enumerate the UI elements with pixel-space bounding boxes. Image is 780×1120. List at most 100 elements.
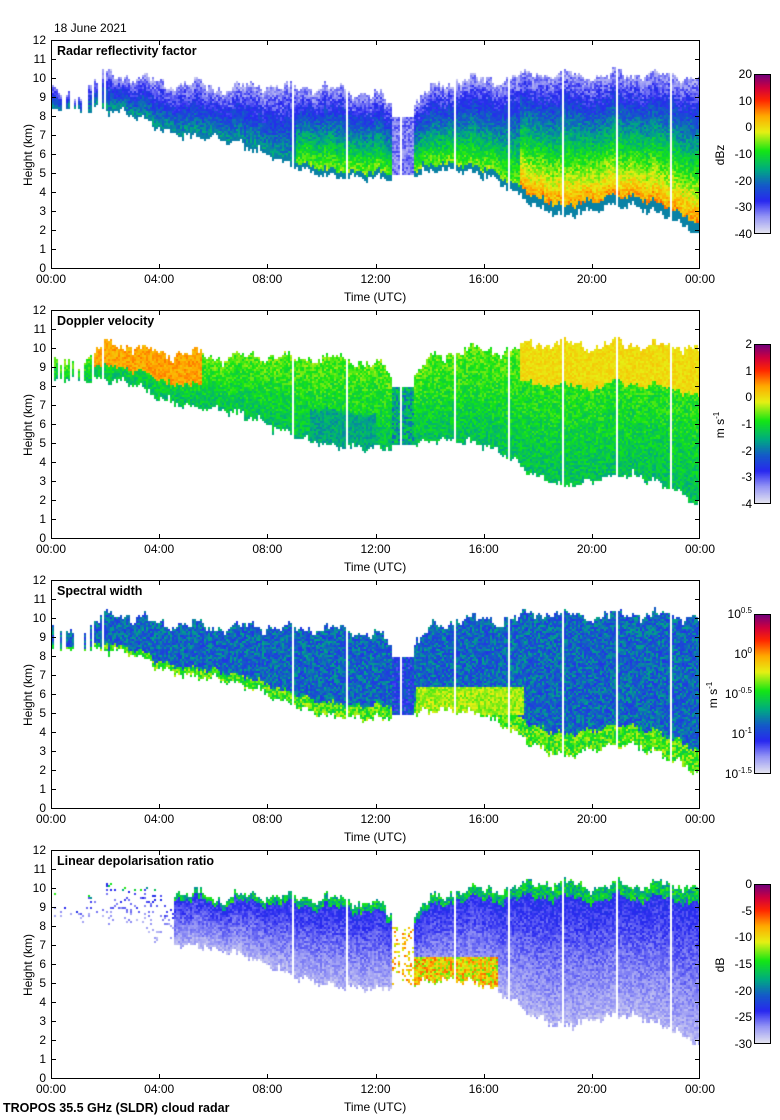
y-tick-label: 0 xyxy=(39,261,46,275)
x-tick-label: 20:00 xyxy=(576,1082,607,1096)
y-tick xyxy=(51,1002,56,1003)
chart-panel-velocity: Doppler velocity 0 1 2 3 4 5 6 7 8 9 10 11 12 00:00 04:… xyxy=(0,304,780,580)
y-tick-right xyxy=(695,983,700,984)
x-tick xyxy=(159,804,161,809)
colorbar-tick-label: -30 xyxy=(734,200,752,215)
y-tick-label: 12 xyxy=(32,843,46,857)
x-tick xyxy=(591,264,593,269)
x-tick-label: 16:00 xyxy=(468,272,499,286)
y-tick-right xyxy=(695,751,700,752)
x-tick-label: 08:00 xyxy=(252,272,283,286)
x-tick-label: 00:00 xyxy=(35,1082,67,1096)
colorbar-tick-label: -20 xyxy=(734,983,752,998)
x-tick-top xyxy=(483,310,485,315)
x-tick-top xyxy=(483,850,485,855)
y-tick xyxy=(51,405,56,406)
colorbar-tick-label: 100 xyxy=(734,646,752,661)
y-tick xyxy=(51,675,56,676)
y-tick-right xyxy=(695,599,700,600)
y-tick xyxy=(51,770,56,771)
x-tick xyxy=(483,1074,485,1079)
y-tick-label: 2 xyxy=(39,493,46,507)
y-tick xyxy=(51,462,56,463)
y-tick-label: 7 xyxy=(39,938,46,952)
x-tick-label: 00:00 xyxy=(684,812,716,826)
colorbar xyxy=(754,884,771,1044)
colorbar-tick-label: -40 xyxy=(734,227,752,241)
y-tick-label: 12 xyxy=(32,573,46,587)
y-axis-label: Height (km) xyxy=(21,124,35,187)
y-tick-right xyxy=(695,443,700,444)
x-tick xyxy=(267,264,269,269)
x-axis-label: Time (UTC) xyxy=(344,1100,407,1114)
y-tick-label: 11 xyxy=(33,52,46,66)
y-tick-right xyxy=(695,116,700,117)
y-tick xyxy=(51,97,56,98)
x-tick-top xyxy=(267,40,269,45)
y-tick-right xyxy=(695,789,700,790)
y-tick xyxy=(51,751,56,752)
colorbar-unit-label: m s-1 xyxy=(705,681,720,709)
y-tick-right xyxy=(695,732,700,733)
x-tick-top xyxy=(591,310,593,315)
x-tick-top xyxy=(375,40,377,45)
y-tick-label: 3 xyxy=(39,204,46,218)
y-tick xyxy=(51,618,56,619)
y-tick-right xyxy=(695,1021,700,1022)
y-tick-label: 4 xyxy=(39,185,46,199)
x-tick-top xyxy=(159,850,161,855)
x-tick-top xyxy=(483,40,485,45)
y-tick xyxy=(51,249,56,250)
x-tick-label: 00:00 xyxy=(684,272,716,286)
y-tick-label: 5 xyxy=(39,976,46,990)
x-tick-top xyxy=(483,580,485,585)
x-tick xyxy=(375,534,377,539)
colorbar-tick-label: 2 xyxy=(745,337,752,351)
y-tick-right xyxy=(695,462,700,463)
colorbar-tick-label: -30 xyxy=(734,1037,752,1051)
x-tick-label: 00:00 xyxy=(684,542,716,556)
y-tick xyxy=(51,599,56,600)
plot-frame xyxy=(51,40,700,269)
y-tick-right xyxy=(695,173,700,174)
colorbar-tick-label: 1 xyxy=(745,363,752,378)
y-tick xyxy=(51,519,56,520)
colorbar-tick-label: 0 xyxy=(745,877,752,891)
y-tick-right xyxy=(695,907,700,908)
x-tick-label: 12:00 xyxy=(360,1082,391,1096)
y-tick-label: 6 xyxy=(39,147,46,161)
y-tick-label: 4 xyxy=(39,725,46,739)
plot-frame xyxy=(51,850,700,1079)
y-tick-right xyxy=(695,675,700,676)
y-tick-right xyxy=(695,926,700,927)
x-tick-top xyxy=(591,40,593,45)
y-tick-label: 12 xyxy=(32,303,46,317)
y-tick xyxy=(51,329,56,330)
x-tick-label: 00:00 xyxy=(35,272,67,286)
x-tick xyxy=(591,534,593,539)
y-tick xyxy=(51,1021,56,1022)
y-tick-right xyxy=(695,329,700,330)
y-tick xyxy=(51,78,56,79)
x-tick-top xyxy=(267,580,269,585)
y-tick xyxy=(51,694,56,695)
x-tick-top xyxy=(267,310,269,315)
y-tick xyxy=(51,926,56,927)
y-tick-label: 11 xyxy=(33,862,46,876)
y-tick-label: 8 xyxy=(39,919,46,933)
y-tick-label: 6 xyxy=(39,687,46,701)
y-tick-label: 8 xyxy=(39,109,46,123)
y-tick-label: 5 xyxy=(39,436,46,450)
y-tick-right xyxy=(695,713,700,714)
y-tick xyxy=(51,192,56,193)
y-tick-right xyxy=(695,97,700,98)
plot-frame xyxy=(51,580,700,809)
y-tick xyxy=(51,211,56,212)
x-axis-label: Time (UTC) xyxy=(344,290,407,304)
y-tick-label: 7 xyxy=(39,668,46,682)
y-tick-label: 6 xyxy=(39,957,46,971)
y-tick-label: 2 xyxy=(39,763,46,777)
x-tick-label: 20:00 xyxy=(576,812,607,826)
x-tick-label: 08:00 xyxy=(252,1082,283,1096)
y-tick xyxy=(51,135,56,136)
